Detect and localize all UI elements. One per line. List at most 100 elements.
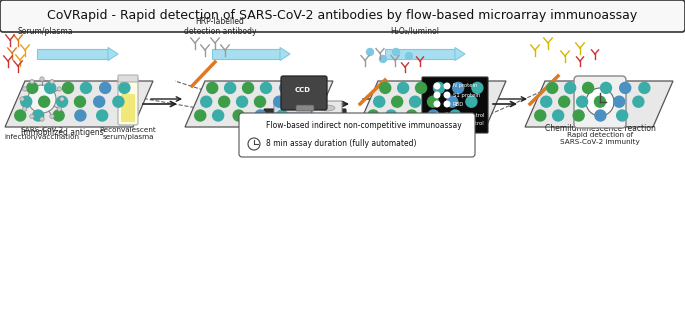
Circle shape	[379, 82, 390, 93]
Circle shape	[201, 96, 212, 107]
FancyBboxPatch shape	[0, 0, 685, 32]
Circle shape	[577, 108, 582, 113]
Circle shape	[633, 96, 644, 107]
FancyBboxPatch shape	[118, 77, 138, 125]
Polygon shape	[185, 81, 333, 127]
FancyBboxPatch shape	[118, 75, 138, 82]
Circle shape	[366, 49, 373, 55]
Text: neg. control: neg. control	[453, 113, 484, 119]
Text: Serum/plasma: Serum/plasma	[18, 27, 73, 36]
Text: Immobilized antigens: Immobilized antigens	[21, 128, 103, 137]
Text: S1 protein: S1 protein	[453, 92, 480, 98]
Circle shape	[595, 96, 606, 107]
Circle shape	[212, 110, 224, 121]
Circle shape	[28, 85, 56, 113]
Text: 8 min assay duration (fully automated): 8 min assay duration (fully automated)	[266, 140, 416, 148]
Circle shape	[299, 82, 310, 93]
Text: Flow-based indirect non-competitive immunoassay: Flow-based indirect non-competitive immu…	[266, 122, 462, 131]
Text: CCD chip
image: CCD chip image	[434, 136, 469, 156]
Circle shape	[242, 82, 253, 93]
Circle shape	[618, 91, 623, 96]
Circle shape	[260, 82, 271, 93]
Text: Reconvalescent
serum/plasma: Reconvalescent serum/plasma	[99, 127, 156, 140]
Circle shape	[398, 82, 409, 93]
Circle shape	[614, 96, 625, 107]
Circle shape	[601, 82, 612, 93]
Circle shape	[553, 110, 564, 121]
Circle shape	[606, 120, 611, 125]
Circle shape	[618, 108, 623, 113]
Circle shape	[45, 82, 55, 93]
Circle shape	[410, 96, 421, 107]
Circle shape	[434, 113, 440, 119]
FancyBboxPatch shape	[422, 77, 488, 133]
Circle shape	[434, 101, 440, 107]
FancyBboxPatch shape	[239, 113, 475, 157]
Text: HRP-labelled
detection antibody: HRP-labelled detection antibody	[184, 17, 256, 36]
Circle shape	[619, 99, 625, 105]
FancyBboxPatch shape	[288, 112, 323, 120]
Circle shape	[75, 110, 86, 121]
Circle shape	[447, 96, 458, 107]
Circle shape	[57, 107, 62, 111]
Circle shape	[255, 110, 266, 121]
Circle shape	[293, 96, 304, 107]
FancyBboxPatch shape	[121, 94, 135, 122]
Circle shape	[225, 82, 236, 93]
Circle shape	[453, 82, 464, 93]
FancyBboxPatch shape	[574, 76, 626, 128]
Circle shape	[379, 55, 386, 63]
FancyBboxPatch shape	[37, 50, 108, 59]
Circle shape	[21, 96, 32, 107]
Circle shape	[27, 82, 38, 93]
Circle shape	[434, 82, 445, 93]
Circle shape	[616, 110, 627, 121]
Polygon shape	[358, 81, 506, 127]
Text: Flow-based microarray chip on
automated microarray chip reader: Flow-based microarray chip on automated …	[245, 127, 365, 140]
Circle shape	[573, 110, 584, 121]
Circle shape	[444, 121, 450, 127]
Circle shape	[50, 79, 54, 84]
Text: RBD: RBD	[453, 101, 464, 107]
Circle shape	[75, 96, 86, 107]
Circle shape	[386, 110, 397, 121]
Polygon shape	[5, 81, 153, 127]
Circle shape	[277, 110, 288, 121]
Circle shape	[606, 79, 611, 84]
Circle shape	[279, 82, 290, 93]
Circle shape	[620, 82, 631, 93]
FancyBboxPatch shape	[385, 50, 455, 59]
Circle shape	[392, 96, 403, 107]
Circle shape	[444, 101, 450, 107]
Text: H₂O₂/luminol: H₂O₂/luminol	[390, 27, 439, 36]
Circle shape	[94, 96, 105, 107]
Circle shape	[535, 110, 546, 121]
Polygon shape	[280, 48, 290, 61]
Circle shape	[575, 99, 580, 105]
Circle shape	[444, 113, 450, 119]
Circle shape	[416, 82, 427, 93]
Circle shape	[119, 82, 130, 93]
Circle shape	[255, 96, 266, 107]
Circle shape	[57, 96, 68, 107]
Text: SARS-CoV-2
infection/vaccination: SARS-CoV-2 infection/vaccination	[5, 127, 79, 140]
Circle shape	[40, 117, 45, 121]
Circle shape	[20, 97, 24, 101]
Circle shape	[428, 110, 439, 121]
Circle shape	[589, 120, 594, 125]
Circle shape	[597, 77, 603, 83]
Text: pos. control: pos. control	[453, 122, 484, 126]
Circle shape	[582, 82, 594, 93]
Polygon shape	[525, 81, 673, 127]
Circle shape	[368, 110, 379, 121]
Circle shape	[466, 96, 477, 107]
Polygon shape	[108, 48, 118, 61]
Circle shape	[393, 49, 399, 55]
Circle shape	[30, 79, 34, 84]
FancyBboxPatch shape	[288, 108, 323, 114]
Circle shape	[33, 110, 44, 121]
Circle shape	[53, 110, 64, 121]
Circle shape	[613, 115, 618, 120]
FancyBboxPatch shape	[212, 50, 280, 59]
Circle shape	[444, 92, 450, 98]
